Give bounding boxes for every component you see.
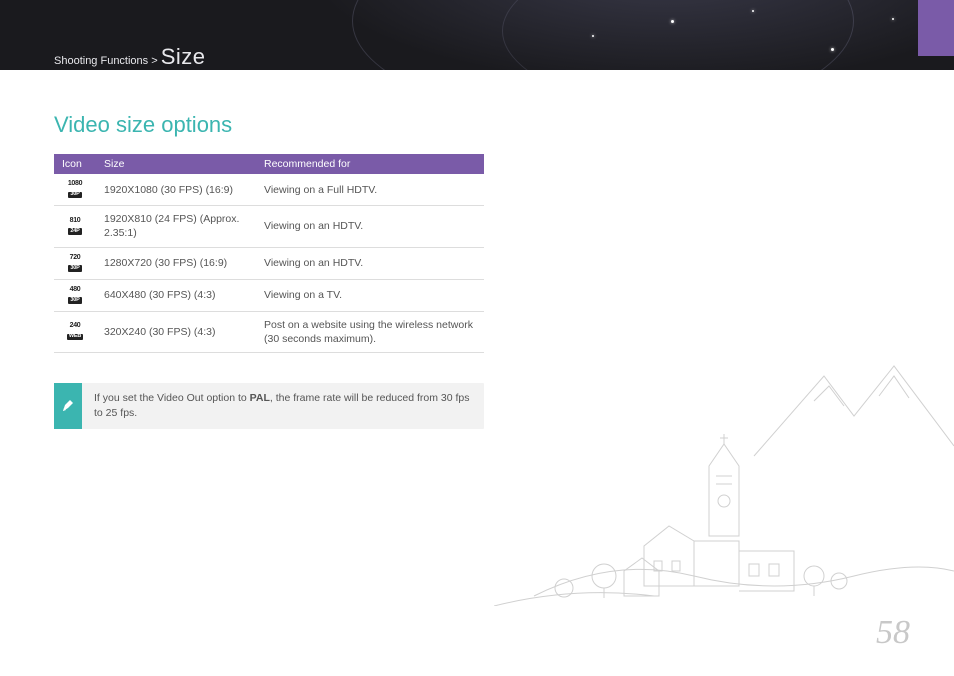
cell-icon: 48030P xyxy=(54,279,96,311)
breadcrumb-prefix: Shooting Functions > xyxy=(54,55,161,67)
page-number: 58 xyxy=(876,614,910,652)
cell-size: 1280X720 (30 FPS) (16:9) xyxy=(96,247,256,279)
cell-icon: 72030P xyxy=(54,247,96,279)
cell-icon: 108030P xyxy=(54,174,96,206)
table-row: 72030P 1280X720 (30 FPS) (16:9)Viewing on… xyxy=(54,247,484,279)
cell-recommended: Viewing on a TV. xyxy=(256,279,484,311)
section-title: Video size options xyxy=(54,112,484,138)
content-area: Video size options Icon Size Recommended… xyxy=(54,112,484,429)
resolution-icon: 108030P xyxy=(62,180,88,198)
cell-size: 1920X1080 (30 FPS) (16:9) xyxy=(96,174,256,206)
cell-size: 320X240 (30 FPS) (4:3) xyxy=(96,311,256,352)
cell-recommended: Post on a website using the wireless net… xyxy=(256,311,484,352)
header-band: Shooting Functions > Size xyxy=(0,0,954,70)
pen-icon xyxy=(54,383,82,428)
breadcrumb: Shooting Functions > Size xyxy=(54,44,206,70)
table-header-rec: Recommended for xyxy=(256,154,484,174)
table-header-size: Size xyxy=(96,154,256,174)
decorative-illustration xyxy=(494,326,954,606)
table-row: 240WEB 320X240 (30 FPS) (4:3)Post on a we… xyxy=(54,311,484,352)
table-row: 81024P 1920X810 (24 FPS) (Approx. 2.35:1)… xyxy=(54,206,484,247)
cell-size: 640X480 (30 FPS) (4:3) xyxy=(96,279,256,311)
cell-icon: 240WEB xyxy=(54,311,96,352)
cell-size: 1920X810 (24 FPS) (Approx. 2.35:1) xyxy=(96,206,256,247)
cell-icon: 81024P xyxy=(54,206,96,247)
resolution-icon: 48030P xyxy=(62,286,88,304)
note-box: If you set the Video Out option to PAL, … xyxy=(54,383,484,428)
breadcrumb-current: Size xyxy=(161,44,206,69)
table-header-icon: Icon xyxy=(54,154,96,174)
section-tab xyxy=(918,0,954,56)
resolution-icon: 72030P xyxy=(62,254,88,272)
table-row: 108030P 1920X1080 (30 FPS) (16:9)Viewing … xyxy=(54,174,484,206)
video-size-table: Icon Size Recommended for 108030P 1920X10… xyxy=(54,154,484,353)
cell-recommended: Viewing on an HDTV. xyxy=(256,247,484,279)
note-text: If you set the Video Out option to PAL, … xyxy=(82,383,484,428)
table-row: 48030P 640X480 (30 FPS) (4:3)Viewing on a… xyxy=(54,279,484,311)
resolution-icon: 240WEB xyxy=(62,322,88,340)
cell-recommended: Viewing on a Full HDTV. xyxy=(256,174,484,206)
cell-recommended: Viewing on an HDTV. xyxy=(256,206,484,247)
resolution-icon: 81024P xyxy=(62,217,88,235)
